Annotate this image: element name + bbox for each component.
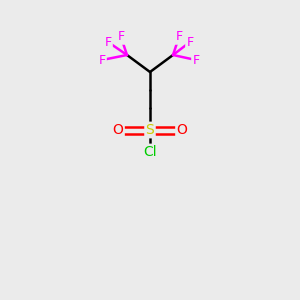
Text: F: F	[98, 53, 106, 67]
Text: F: F	[117, 31, 124, 44]
Text: O: O	[112, 123, 123, 137]
Text: O: O	[177, 123, 188, 137]
Text: S: S	[146, 123, 154, 137]
Text: F: F	[104, 35, 112, 49]
Text: Cl: Cl	[143, 145, 157, 159]
Text: F: F	[186, 35, 194, 49]
Text: F: F	[192, 53, 200, 67]
Text: F: F	[176, 31, 183, 44]
